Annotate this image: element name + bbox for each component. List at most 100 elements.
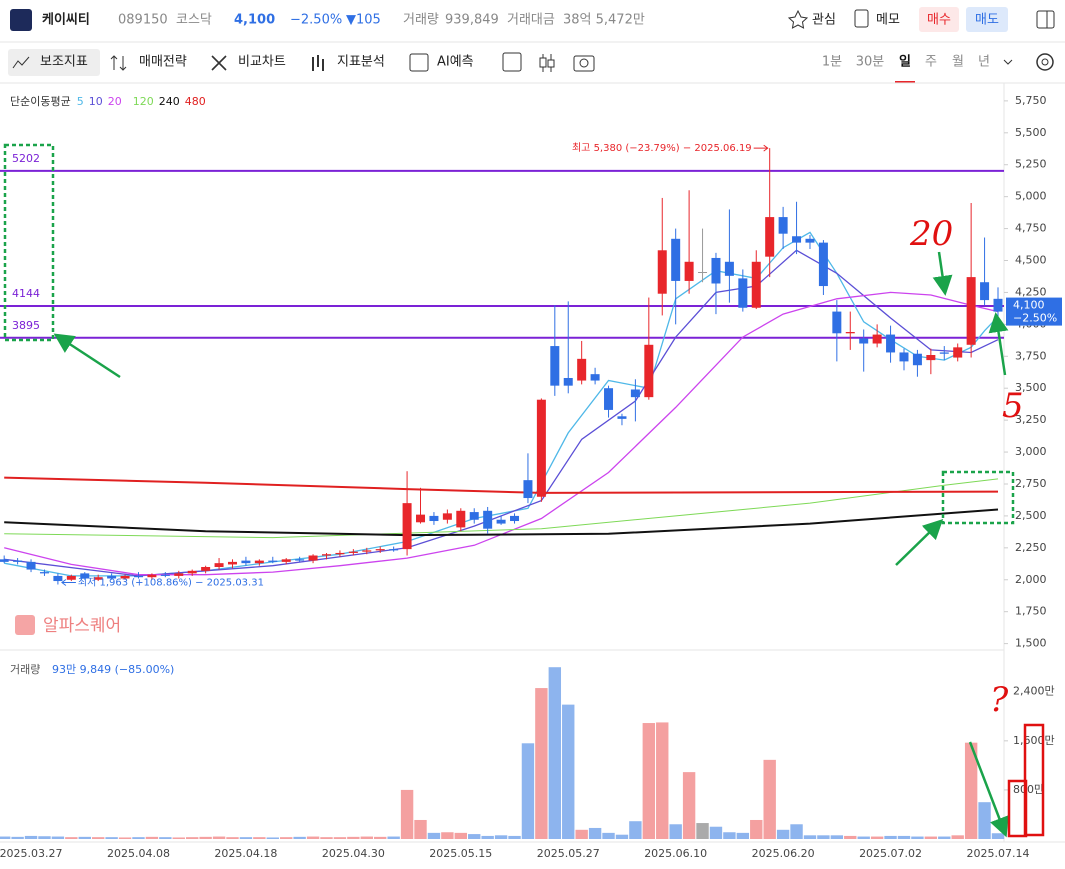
level-label: 5202 — [12, 152, 40, 165]
period-tab[interactable]: 년 — [978, 55, 990, 70]
candle-body — [429, 515, 439, 522]
candle-body — [536, 399, 546, 497]
candle-body — [107, 575, 117, 579]
candle-body — [456, 510, 466, 528]
candle-body — [510, 515, 520, 522]
y-tick-label: 4,250 — [1015, 285, 1047, 298]
y-tick-label: 5,250 — [1015, 158, 1047, 171]
star-icon[interactable] — [787, 9, 809, 29]
buy-button[interactable]: 매수 — [927, 13, 951, 28]
chevron[interactable] — [1003, 59, 1013, 65]
candle-body — [590, 374, 600, 381]
shape-icon[interactable] — [502, 52, 522, 72]
candle-body — [26, 561, 36, 570]
x-tick-label: 2025.07.02 — [859, 847, 922, 860]
watermark: 알파스퀘어 — [43, 616, 121, 636]
volume-bar — [186, 837, 199, 839]
volume-bar — [347, 836, 360, 839]
candle-body — [630, 389, 640, 398]
volume-bar — [870, 836, 884, 839]
amount-label: 거래대금 — [507, 13, 555, 28]
y-tick-label: 4,750 — [1015, 222, 1047, 235]
volume-bar — [78, 836, 91, 839]
candle-body — [281, 559, 291, 562]
x-tick-label: 2025.04.30 — [322, 847, 385, 860]
user-arrow — [895, 519, 944, 566]
volume-bar — [682, 772, 696, 839]
volume-bar — [159, 837, 172, 839]
volume-bar — [253, 837, 266, 839]
high-annotation: 최고 5,380 (−23.79%) − 2025.06.19 — [572, 142, 752, 154]
legend-entry: 480 — [185, 95, 206, 108]
candle-body — [322, 554, 331, 556]
volume-bar — [24, 835, 38, 839]
candle-body — [120, 575, 130, 579]
y-tick-label: 1,750 — [1015, 605, 1047, 618]
candle-body — [53, 575, 63, 582]
volume-bar — [978, 802, 991, 839]
tool[interactable]: AI예측 — [437, 55, 474, 70]
period-tab[interactable]: 일 — [899, 55, 911, 70]
candle-body — [604, 388, 614, 410]
candle-body — [912, 353, 922, 366]
volume-bar — [293, 836, 306, 839]
price: 4,100 — [234, 13, 275, 28]
volume-bar — [588, 827, 602, 839]
sell-button-bg[interactable] — [966, 7, 1008, 32]
candle-body — [375, 549, 385, 551]
candle-body — [698, 272, 708, 273]
panel-icon[interactable] — [1036, 10, 1055, 29]
candle-body — [147, 574, 157, 578]
x-tick-label: 2025.03.27 — [0, 847, 63, 860]
period-tab[interactable]: 1분 — [822, 55, 842, 70]
tool[interactable]: 매매전략 — [139, 55, 187, 70]
legend-entry: 20 — [108, 95, 122, 108]
candle-body — [644, 344, 654, 398]
candle-body — [80, 573, 90, 579]
settings-icon[interactable] — [1036, 53, 1054, 71]
buy-button-bg[interactable] — [919, 7, 959, 32]
period-tab[interactable]: 월 — [952, 55, 964, 70]
legend-entry: 240 — [159, 95, 180, 108]
y-tick-label: 3,000 — [1015, 445, 1047, 458]
period-tabs: 1분 30분 일 주 월 년 — [822, 55, 990, 83]
x-tick-label: 2025.06.10 — [644, 847, 707, 860]
y-tick-label: 2,750 — [1015, 477, 1047, 490]
sell-button[interactable]: 매도 — [975, 13, 999, 28]
candle-icon — [547, 59, 555, 68]
volume-bar — [414, 819, 427, 839]
tool[interactable]: 지표분석 — [337, 55, 385, 70]
volume-bar — [212, 836, 226, 839]
candle-body — [966, 277, 976, 345]
period-tab[interactable]: 주 — [925, 55, 937, 70]
candle-body — [738, 278, 748, 308]
volume: 939,849 — [445, 13, 499, 28]
candle-body — [926, 355, 936, 361]
volume-bar — [226, 837, 239, 839]
volume-bar — [575, 829, 588, 839]
candle-body — [133, 575, 143, 578]
memo-button[interactable]: 메모 — [876, 13, 900, 28]
user-box — [1023, 723, 1045, 837]
memo-icon[interactable] — [854, 9, 869, 28]
moving-average — [4, 508, 999, 537]
tool[interactable]: 보조지표 — [40, 55, 88, 70]
tool-active-bg — [8, 49, 100, 76]
volume-bar — [709, 826, 723, 839]
candle-body — [778, 217, 788, 234]
candle-body — [563, 377, 573, 386]
y-tick-label: 3,500 — [1015, 381, 1047, 394]
user-box — [941, 470, 1015, 525]
candle-body — [295, 559, 305, 561]
candle-body — [39, 572, 49, 574]
period-tab[interactable]: 30분 — [856, 55, 885, 70]
watch-button[interactable]: 관심 — [812, 13, 836, 28]
y-tick-label: 4,500 — [1015, 254, 1047, 267]
x-tick-label: 2025.07.14 — [967, 847, 1030, 860]
volume-bar — [857, 836, 870, 839]
candle-body — [402, 503, 412, 550]
camera-icon[interactable] — [573, 55, 595, 72]
tool[interactable]: 비교차트 — [238, 55, 286, 70]
moving-average — [4, 249, 999, 577]
